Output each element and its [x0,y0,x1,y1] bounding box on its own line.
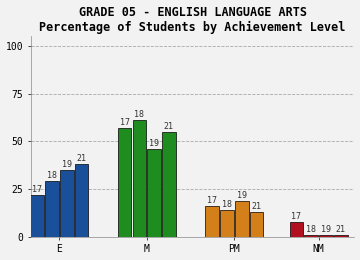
Bar [235,200,248,237]
Bar [319,235,333,237]
Text: 21: 21 [251,202,261,211]
Bar [334,235,348,237]
Bar [30,195,44,237]
Text: 18: 18 [47,171,57,180]
Text: 17: 17 [207,196,217,205]
Text: 17: 17 [32,185,42,194]
Text: 17: 17 [120,118,130,127]
Text: 19: 19 [237,191,247,200]
Text: 19: 19 [321,225,331,234]
Bar [147,149,161,237]
Text: 21: 21 [336,225,346,234]
Bar [220,210,234,237]
Bar [162,132,176,237]
Text: 19: 19 [149,139,159,148]
Bar [304,235,318,237]
Text: 19: 19 [62,160,72,169]
Bar [60,170,73,237]
Bar [132,120,146,237]
Bar [118,128,131,237]
Text: 18: 18 [222,200,232,209]
Bar [205,206,219,237]
Bar [249,212,263,237]
Text: 21: 21 [76,154,86,163]
Text: 21: 21 [164,122,174,131]
Text: 18: 18 [306,225,316,234]
Title: GRADE 05 - ENGLISH LANGUAGE ARTS
Percentage of Students by Achievement Level: GRADE 05 - ENGLISH LANGUAGE ARTS Percent… [40,5,346,34]
Text: 18: 18 [134,110,144,119]
Text: 17: 17 [292,212,301,220]
Bar [45,181,59,237]
Bar [75,164,88,237]
Bar [289,222,303,237]
